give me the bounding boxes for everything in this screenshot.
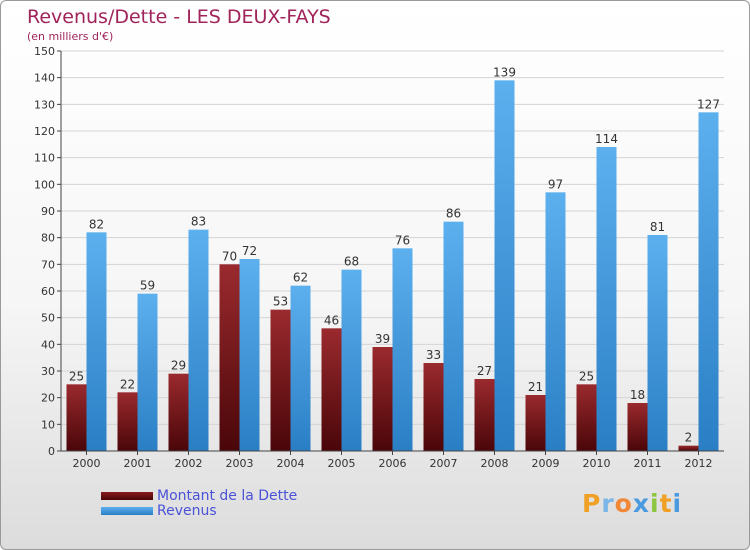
bar-dette [525,395,546,451]
legend-item-revenus: Revenus [101,502,297,519]
bar-dette [423,363,444,451]
bar-dette [678,445,699,451]
x-axis: 2000 2001 2002 2003 2004 2005 2006 2007 2008 2009… [61,450,724,470]
legend-swatch-dette [101,491,153,500]
x-tick-label: 2001 [124,457,152,470]
data-label-dette: 70 [222,249,237,263]
bar-dette [270,309,291,451]
y-tick-label: 70 [41,258,55,271]
data-label-dette: 25 [579,369,594,383]
chart-subtitle: (en milliers d'€) [27,30,114,43]
bar-dette [168,373,189,451]
data-label-revenus: 83 [191,215,206,229]
data-label-revenus: 97 [548,177,563,191]
data-label-revenus: 59 [140,279,155,293]
x-tick-label: 2008 [481,457,509,470]
x-tick-label: 2010 [583,457,611,470]
bar-revenus [239,259,260,451]
y-tick-label: 80 [41,232,55,245]
x-tick-label: 2012 [685,457,713,470]
y-tick-label: 10 [41,418,55,431]
data-label-revenus: 139 [493,65,516,79]
data-label-dette: 25 [69,369,84,383]
x-tick-label: 2006 [379,457,407,470]
bar-revenus [290,285,311,451]
data-label-revenus: 72 [242,244,257,258]
data-label-revenus: 76 [395,233,410,247]
data-label-revenus: 127 [697,97,720,111]
y-tick-label: 130 [34,98,55,111]
bar-dette [66,384,87,451]
x-tick-label: 2009 [532,457,560,470]
legend: Montant de la Dette Revenus [101,487,298,519]
data-label-revenus: 82 [89,217,104,231]
y-tick-label: 150 [34,45,55,58]
x-tick-label: 2003 [226,457,254,470]
proxiti-logo: Proxiti [582,489,683,518]
y-tick-label: 100 [34,178,55,191]
data-label-dette: 27 [477,364,492,378]
chart-title: Revenus/Dette - LES DEUX-FAYS [27,6,331,28]
bar-dette [321,328,342,451]
x-tick-label: 2007 [430,457,458,470]
y-tick-label: 110 [34,152,55,165]
data-label-dette: 39 [375,332,390,346]
x-tick-label: 2002 [175,457,203,470]
x-tick-label: 2004 [277,457,305,470]
x-tick-label: 2005 [328,457,356,470]
y-tick-label: 30 [41,365,55,378]
bar-revenus [647,235,668,451]
y-tick-label: 90 [41,205,55,218]
data-label-dette: 29 [171,359,186,373]
y-tick-label: 40 [41,338,55,351]
y-tick-label: 0 [48,445,55,458]
legend-item-dette: Montant de la Dette [101,487,298,504]
bar-revenus [392,248,413,451]
bar-revenus [494,80,515,451]
bars: 25 82 22 59 29 83 70 72 53 62 46 68 39 76 33 86 27 139 21 9… [66,65,720,452]
bar-dette [372,347,393,451]
bar-revenus [341,269,362,451]
y-tick-label: 120 [34,125,55,138]
bar-revenus [137,293,158,451]
legend-swatch-revenus [101,506,153,515]
bar-revenus [188,229,209,451]
data-label-revenus: 114 [595,132,618,146]
data-label-dette: 2 [685,431,693,445]
data-label-dette: 53 [273,295,288,309]
x-tick-label: 2000 [73,457,101,470]
bar-revenus [443,221,464,451]
data-label-revenus: 68 [344,255,359,269]
data-label-revenus: 86 [446,207,461,221]
bar-dette [219,264,240,451]
y-tick-label: 50 [41,312,55,325]
bar-dette [474,379,495,451]
data-label-dette: 33 [426,348,441,362]
y-tick-label: 140 [34,72,55,85]
bar-revenus [698,112,719,451]
bar-dette [576,384,597,451]
data-label-dette: 46 [324,313,339,327]
bar-revenus [545,192,566,452]
bar-dette [627,403,648,451]
y-tick-label: 60 [41,285,55,298]
data-label-dette: 22 [120,377,135,391]
y-tick-label: 20 [41,392,55,405]
y-axis: 0 10 20 30 40 50 60 70 80 90 100 110 120 130 140 150 [34,45,62,458]
legend-label-dette: Montant de la Dette [157,487,298,504]
x-tick-label: 2011 [634,457,662,470]
data-label-dette: 18 [630,388,645,402]
bar-revenus [86,232,107,451]
data-label-revenus: 62 [293,271,308,285]
bar-revenus [596,147,617,451]
legend-label-revenus: Revenus [157,502,217,519]
data-label-dette: 21 [528,380,543,394]
bar-dette [117,392,138,451]
data-label-revenus: 81 [650,220,665,234]
